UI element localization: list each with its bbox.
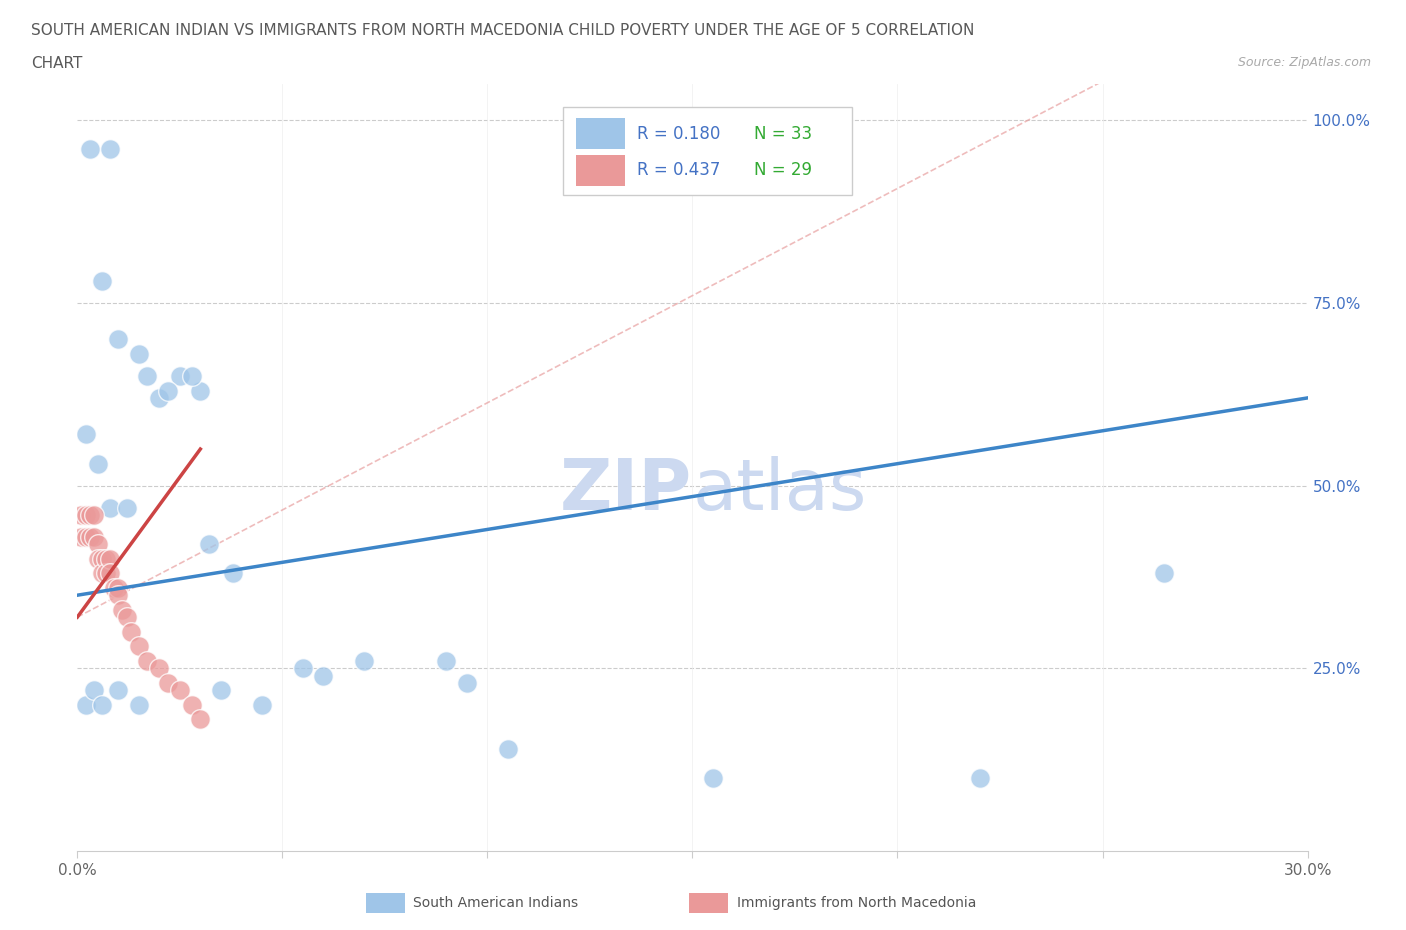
Text: CHART: CHART [31, 56, 83, 71]
Point [169, 683, 191, 698]
Point [115, 500, 138, 515]
Point [75, 508, 97, 523]
Point [128, 639, 150, 654]
Point [107, 588, 129, 603]
Point [969, 770, 991, 785]
Point [79, 529, 101, 544]
Point [136, 654, 159, 669]
Point [75, 427, 97, 442]
Point [115, 610, 138, 625]
Point [90, 551, 114, 566]
Text: South American Indians: South American Indians [413, 896, 578, 910]
Point [188, 712, 212, 727]
Text: R = 0.180: R = 0.180 [637, 125, 720, 142]
Point [188, 383, 212, 398]
Point [83, 529, 105, 544]
Point [436, 654, 458, 669]
Point [98, 500, 121, 515]
Point [79, 508, 101, 523]
Point [103, 580, 125, 595]
Point [702, 770, 724, 785]
Point [222, 565, 245, 580]
Point [353, 654, 375, 669]
Point [107, 683, 129, 698]
FancyBboxPatch shape [564, 107, 852, 195]
Point [83, 683, 105, 698]
Point [291, 661, 314, 676]
Point [156, 675, 179, 690]
Point [98, 565, 121, 580]
Point [128, 698, 150, 712]
Point [456, 675, 478, 690]
Point [128, 347, 150, 362]
Text: ZIP: ZIP [560, 456, 693, 525]
Text: SOUTH AMERICAN INDIAN VS IMMIGRANTS FROM NORTH MACEDONIA CHILD POVERTY UNDER THE: SOUTH AMERICAN INDIAN VS IMMIGRANTS FROM… [31, 23, 974, 38]
Text: N = 33: N = 33 [754, 125, 813, 142]
Text: N = 29: N = 29 [754, 162, 813, 179]
Point [107, 332, 129, 347]
Point [111, 603, 134, 618]
Point [250, 698, 273, 712]
Point [107, 580, 129, 595]
Point [94, 565, 117, 580]
Point [98, 142, 121, 157]
Point [70, 508, 93, 523]
FancyBboxPatch shape [575, 155, 624, 186]
Point [181, 698, 204, 712]
Point [120, 624, 142, 639]
Point [169, 368, 191, 383]
Point [87, 457, 110, 472]
Point [148, 661, 170, 676]
Point [87, 537, 110, 551]
Point [98, 551, 121, 566]
Point [197, 537, 219, 551]
Point [136, 368, 159, 383]
Text: R = 0.437: R = 0.437 [637, 162, 720, 179]
Point [156, 383, 179, 398]
Point [79, 142, 101, 157]
Point [90, 565, 114, 580]
Text: Source: ZipAtlas.com: Source: ZipAtlas.com [1237, 56, 1371, 69]
Point [496, 741, 519, 756]
Text: atlas: atlas [693, 456, 868, 525]
FancyBboxPatch shape [575, 118, 624, 149]
Point [1153, 565, 1175, 580]
Point [94, 551, 117, 566]
Point [181, 368, 204, 383]
Point [75, 529, 97, 544]
Point [83, 508, 105, 523]
Point [75, 698, 97, 712]
Point [312, 668, 335, 683]
Text: Immigrants from North Macedonia: Immigrants from North Macedonia [737, 896, 976, 910]
Point [90, 273, 114, 288]
Point [148, 391, 170, 405]
Point [209, 683, 232, 698]
Point [87, 551, 110, 566]
Point [90, 698, 114, 712]
Point [70, 529, 93, 544]
